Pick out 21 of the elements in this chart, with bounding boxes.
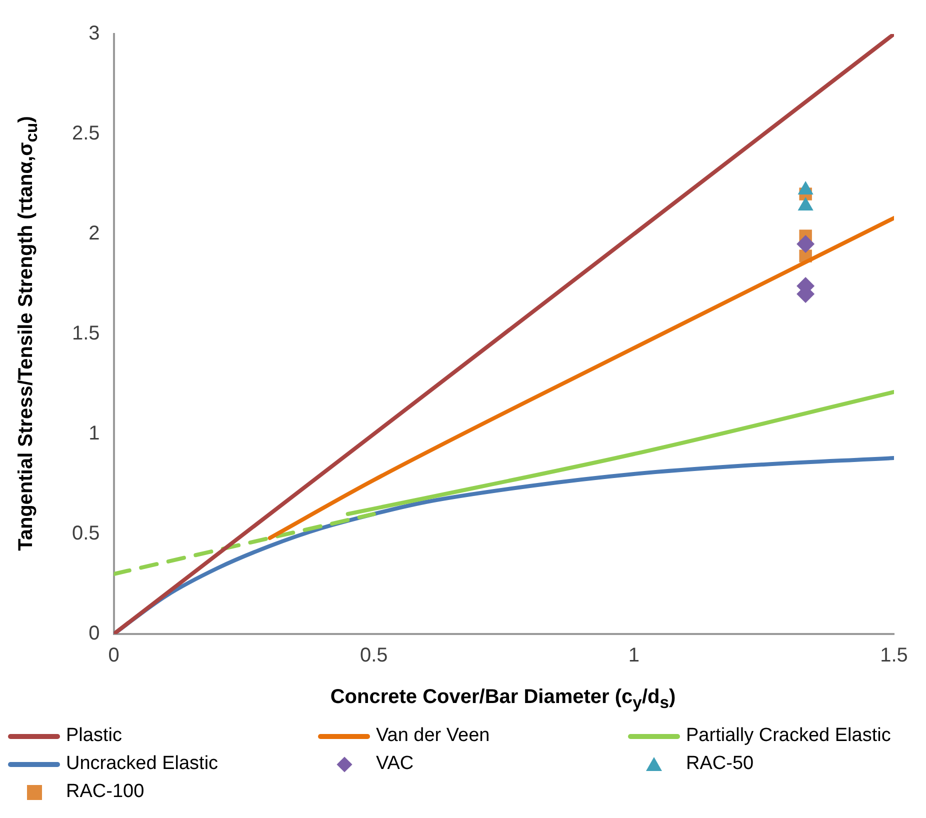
y-tick-label: 3 (88, 22, 100, 45)
y-tick-label: 2.5 (72, 122, 100, 145)
point (796, 235, 815, 253)
x-tick-label: 1.5 (880, 644, 908, 667)
y-tick-label: 0.5 (72, 522, 100, 545)
x-tick-label: 0.5 (360, 644, 388, 667)
x-tick-label: 0 (108, 644, 120, 667)
y-tick-label: 1.5 (72, 322, 100, 345)
y-tick-label: 0 (88, 622, 100, 645)
x-tick-label: 1 (628, 644, 640, 667)
legend-label: VAC (376, 753, 414, 775)
legend-label: Van der Veen (376, 725, 490, 747)
legend-label: Uncracked Elastic (66, 753, 218, 775)
line-series (268, 216, 894, 540)
legend-label: Partially Cracked Elastic (686, 725, 891, 747)
legend-label: Plastic (66, 725, 122, 747)
y-tick-label: 2 (88, 222, 100, 245)
legend-label: RAC-50 (686, 753, 754, 775)
legend-label: RAC-100 (66, 781, 144, 803)
x-axis-title: Concrete Cover/Bar Diameter (c$_{y}$/d$_{s}$) (329, 686, 677, 713)
y-tick-label: 1 (88, 422, 100, 445)
